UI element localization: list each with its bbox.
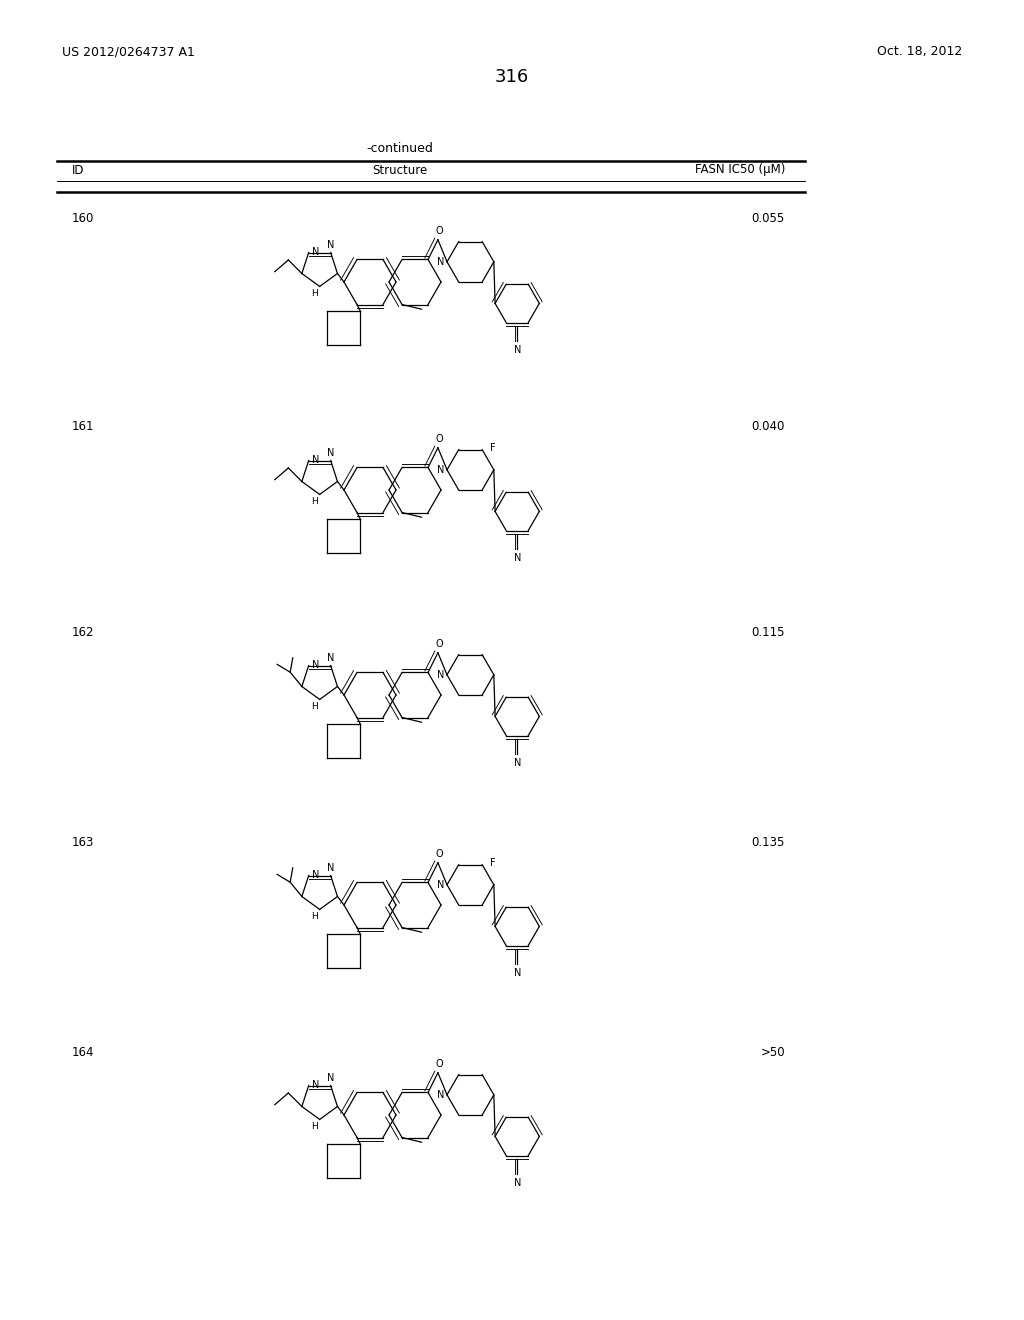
Text: 161: 161 — [72, 421, 94, 433]
Text: ID: ID — [72, 164, 85, 177]
Text: 316: 316 — [495, 69, 529, 86]
Text: H: H — [311, 289, 317, 298]
Text: N: N — [311, 454, 319, 465]
Text: -continued: -continued — [367, 141, 433, 154]
Text: >50: >50 — [761, 1045, 785, 1059]
Text: H: H — [311, 912, 317, 921]
Text: O: O — [435, 1059, 442, 1069]
Text: H: H — [311, 702, 317, 711]
Text: N: N — [311, 1080, 319, 1089]
Text: N: N — [327, 652, 335, 663]
Text: N: N — [311, 660, 319, 669]
Text: FASN IC50 (μM): FASN IC50 (μM) — [694, 164, 785, 177]
Text: N: N — [311, 247, 319, 256]
Text: N: N — [513, 553, 521, 564]
Text: N: N — [513, 968, 521, 978]
Text: N: N — [436, 465, 444, 475]
Text: N: N — [436, 880, 444, 890]
Text: 164: 164 — [72, 1045, 94, 1059]
Text: 0.135: 0.135 — [752, 836, 785, 849]
Text: N: N — [436, 257, 444, 267]
Text: Oct. 18, 2012: Oct. 18, 2012 — [877, 45, 962, 58]
Text: 162: 162 — [72, 626, 94, 639]
Text: N: N — [327, 239, 335, 249]
Text: N: N — [513, 758, 521, 768]
Text: F: F — [489, 444, 496, 453]
Text: US 2012/0264737 A1: US 2012/0264737 A1 — [62, 45, 195, 58]
Text: O: O — [435, 639, 442, 648]
Text: N: N — [513, 345, 521, 355]
Text: 163: 163 — [72, 836, 94, 849]
Text: H: H — [311, 498, 317, 507]
Text: N: N — [436, 669, 444, 680]
Text: Structure: Structure — [373, 164, 428, 177]
Text: 0.055: 0.055 — [752, 213, 785, 226]
Text: 0.040: 0.040 — [752, 421, 785, 433]
Text: N: N — [436, 1090, 444, 1100]
Text: N: N — [327, 447, 335, 458]
Text: O: O — [435, 849, 442, 859]
Text: 0.115: 0.115 — [752, 626, 785, 639]
Text: 160: 160 — [72, 213, 94, 226]
Text: H: H — [311, 1122, 317, 1131]
Text: N: N — [311, 870, 319, 879]
Text: O: O — [435, 434, 442, 444]
Text: N: N — [513, 1177, 521, 1188]
Text: N: N — [327, 862, 335, 873]
Text: O: O — [435, 226, 442, 236]
Text: F: F — [489, 858, 496, 869]
Text: N: N — [327, 1073, 335, 1082]
